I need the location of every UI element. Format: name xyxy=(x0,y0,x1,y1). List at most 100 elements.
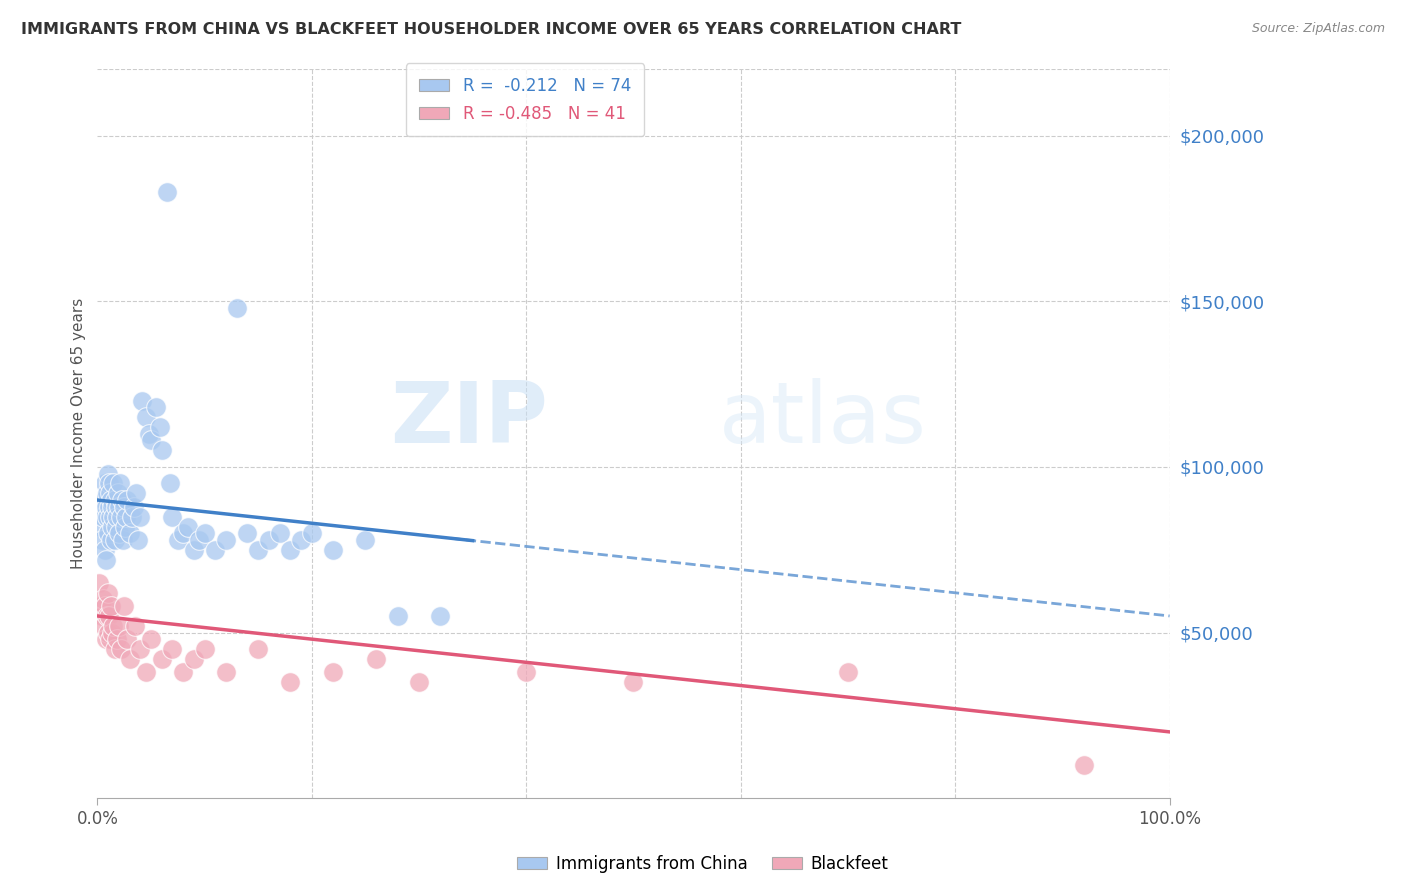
Point xyxy=(98,609,121,624)
Point xyxy=(98,476,121,491)
Point xyxy=(105,509,128,524)
Point xyxy=(112,599,135,613)
Point xyxy=(97,586,120,600)
Point xyxy=(623,675,645,690)
Y-axis label: Householder Income Over 65 years: Householder Income Over 65 years xyxy=(72,298,86,569)
Point xyxy=(111,493,134,508)
Point xyxy=(94,542,117,557)
Point xyxy=(127,533,149,547)
Point xyxy=(408,675,430,690)
Point xyxy=(148,420,170,434)
Point xyxy=(107,526,129,541)
Point xyxy=(98,486,121,500)
Point xyxy=(98,509,121,524)
Point xyxy=(162,509,184,524)
Point xyxy=(194,526,217,541)
Point xyxy=(129,509,152,524)
Point xyxy=(117,632,139,647)
Point xyxy=(225,301,247,315)
Point xyxy=(112,500,135,514)
Point xyxy=(366,652,388,666)
Point xyxy=(247,642,270,657)
Point xyxy=(118,526,141,541)
Point xyxy=(194,642,217,657)
Point xyxy=(117,493,139,508)
Point xyxy=(108,476,131,491)
Point xyxy=(159,476,181,491)
Point xyxy=(90,519,112,533)
Point xyxy=(94,476,117,491)
Point xyxy=(150,652,173,666)
Point xyxy=(104,519,127,533)
Point xyxy=(139,434,162,448)
Point xyxy=(93,619,115,633)
Point xyxy=(94,552,117,566)
Point xyxy=(105,632,128,647)
Point xyxy=(156,185,179,199)
Point xyxy=(138,426,160,441)
Point xyxy=(135,410,157,425)
Point xyxy=(162,642,184,657)
Point xyxy=(150,443,173,458)
Point xyxy=(1073,758,1095,772)
Point xyxy=(122,500,145,514)
Point xyxy=(236,526,259,541)
Point xyxy=(98,632,121,647)
Point xyxy=(354,533,377,547)
Point xyxy=(322,542,344,557)
Point xyxy=(280,675,302,690)
Point xyxy=(110,509,132,524)
Point xyxy=(101,500,124,514)
Point xyxy=(247,542,270,557)
Point xyxy=(429,609,451,624)
Point xyxy=(104,500,127,514)
Point xyxy=(114,519,136,533)
Point xyxy=(89,575,111,590)
Point xyxy=(188,533,211,547)
Point xyxy=(103,493,125,508)
Point xyxy=(110,642,132,657)
Point xyxy=(91,509,114,524)
Point xyxy=(107,619,129,633)
Point xyxy=(90,609,112,624)
Point xyxy=(97,625,120,640)
Point xyxy=(115,509,138,524)
Point xyxy=(215,665,238,680)
Point xyxy=(515,665,537,680)
Point xyxy=(135,665,157,680)
Text: IMMIGRANTS FROM CHINA VS BLACKFEET HOUSEHOLDER INCOME OVER 65 YEARS CORRELATION : IMMIGRANTS FROM CHINA VS BLACKFEET HOUSE… xyxy=(21,22,962,37)
Point xyxy=(121,509,143,524)
Point xyxy=(101,625,124,640)
Point xyxy=(103,619,125,633)
Point xyxy=(183,542,205,557)
Point xyxy=(94,599,117,613)
Point xyxy=(107,486,129,500)
Point xyxy=(103,642,125,657)
Point xyxy=(98,500,121,514)
Point xyxy=(125,486,148,500)
Point xyxy=(91,592,114,607)
Point xyxy=(101,519,124,533)
Point xyxy=(172,526,194,541)
Legend: Immigrants from China, Blackfeet: Immigrants from China, Blackfeet xyxy=(510,848,896,880)
Point xyxy=(280,542,302,557)
Point xyxy=(96,609,118,624)
Point xyxy=(103,509,125,524)
Text: atlas: atlas xyxy=(720,377,928,461)
Point xyxy=(177,519,200,533)
Point xyxy=(131,393,153,408)
Point xyxy=(100,533,122,547)
Point xyxy=(290,533,312,547)
Text: Source: ZipAtlas.com: Source: ZipAtlas.com xyxy=(1251,22,1385,36)
Point xyxy=(183,652,205,666)
Point xyxy=(90,599,112,613)
Point xyxy=(172,665,194,680)
Text: ZIP: ZIP xyxy=(389,377,548,461)
Point xyxy=(257,533,280,547)
Legend: R =  -0.212   N = 74, R = -0.485   N = 41: R = -0.212 N = 74, R = -0.485 N = 41 xyxy=(406,63,644,136)
Point xyxy=(94,632,117,647)
Point xyxy=(139,632,162,647)
Point xyxy=(100,599,122,613)
Point xyxy=(166,533,188,547)
Point xyxy=(322,665,344,680)
